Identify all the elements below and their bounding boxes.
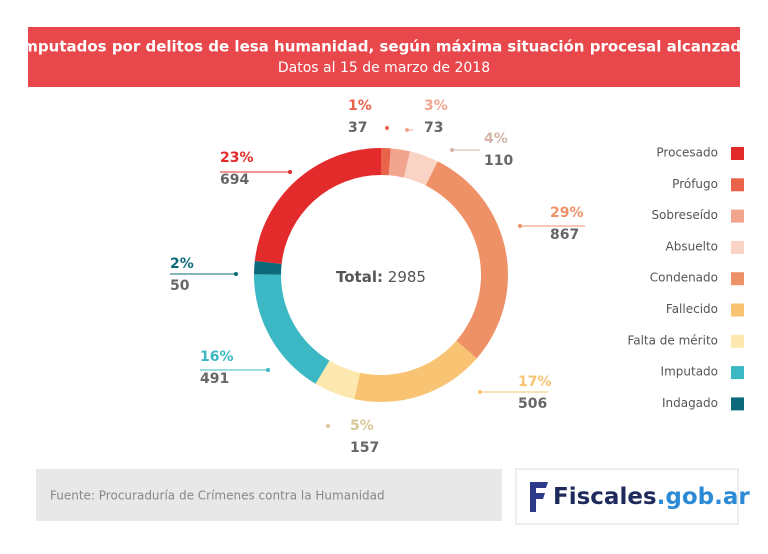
slice [381, 148, 391, 176]
logo: Fiscales.gob.ar [553, 484, 750, 510]
logo-box [515, 468, 739, 525]
chart-title: Imputados por delitos de lesa humanidad,… [17, 38, 752, 56]
count-label: 694 [220, 172, 249, 188]
total: Total: 2985 [336, 268, 426, 286]
legend-swatch [731, 366, 744, 380]
percent-label: 2% [170, 256, 194, 272]
percent-label: 23% [220, 150, 254, 166]
legend-label: Condenado [650, 271, 718, 285]
count-label: 37 [348, 120, 367, 136]
connector-dot [266, 368, 270, 372]
chart-subtitle: Datos al 15 de marzo de 2018 [278, 60, 490, 76]
slice [388, 148, 411, 178]
slice [425, 161, 508, 359]
slice [254, 274, 330, 384]
count-label: 73 [424, 120, 443, 136]
percent-label: 29% [550, 205, 584, 221]
logo-icon [530, 482, 548, 512]
percent-label: 4% [484, 131, 508, 147]
legend-swatch [731, 303, 744, 317]
connector-dot [234, 272, 238, 276]
legend-swatch [731, 178, 744, 192]
connector-dot [405, 128, 409, 132]
percent-label: 5% [350, 418, 374, 434]
total-value: 2985 [388, 268, 426, 286]
legend-label: Falta de mérito [627, 333, 718, 347]
header-bar [28, 27, 740, 87]
slice [315, 360, 361, 400]
logo-name: Fiscales [553, 484, 657, 510]
legend-label: Procesado [656, 146, 718, 160]
connector-dot [385, 126, 389, 130]
legend-swatch [731, 209, 744, 223]
legend-label: Fallecido [666, 302, 718, 316]
connector-dot [450, 148, 454, 152]
percent-label: 16% [200, 349, 234, 365]
legend-swatch [731, 397, 744, 411]
legend-label: Indagado [662, 396, 718, 410]
slice [254, 148, 381, 265]
connector-dot [288, 170, 292, 174]
connector-dot [326, 424, 330, 428]
total-label: Total: [336, 268, 383, 286]
source-box [36, 469, 502, 521]
legend-label: Sobreseído [651, 208, 718, 222]
percent-label: 17% [518, 374, 552, 390]
slice [354, 340, 477, 402]
source: Fuente: Procuraduría de Crímenes contra … [50, 489, 385, 503]
slice [254, 261, 282, 275]
count-label: 110 [484, 153, 513, 169]
legend-swatch [731, 240, 744, 254]
legend-swatch [731, 272, 744, 286]
legend-swatch [731, 147, 744, 160]
logo-domain: .gob.ar [657, 484, 751, 510]
connector-dot [518, 224, 522, 228]
legend-label: Imputado [661, 365, 718, 379]
count-label: 50 [170, 278, 190, 294]
percent-label: 1% [348, 98, 372, 114]
slice [403, 151, 438, 186]
percent-label: 3% [424, 98, 448, 114]
legend-swatch [731, 334, 744, 348]
legend-label: Prófugo [672, 177, 718, 191]
count-label: 506 [518, 396, 547, 412]
count-label: 867 [550, 227, 579, 243]
legend-label: Absuelto [666, 239, 718, 253]
count-label: 157 [350, 440, 379, 456]
connector-dot [478, 390, 482, 394]
count-label: 491 [200, 371, 229, 387]
